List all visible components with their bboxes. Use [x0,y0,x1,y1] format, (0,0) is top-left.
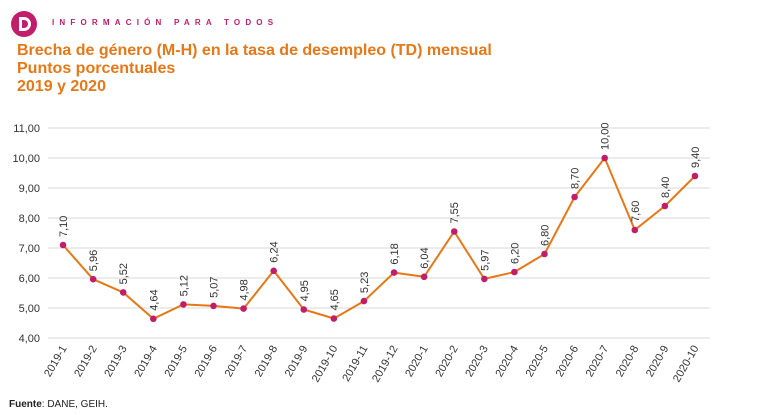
data-point [330,315,338,322]
x-tick-label: 2020-5 [524,344,552,380]
data-point [150,315,157,323]
data-point [119,289,127,296]
data-label: 7,55 [449,202,461,223]
source-note: Fuente: DANE, GEIH. [9,399,108,410]
data-label: 10,00 [600,122,612,150]
y-tick-label: 5,00 [19,303,40,315]
y-tick-label: 9,00 [19,183,40,195]
data-label: 5,97 [479,249,491,270]
data-point [511,268,518,276]
x-tick-label: 2020-10 [671,344,702,385]
data-point [450,228,458,235]
x-tick-label: 2019-8 [253,344,281,380]
data-label: 6,24 [269,241,281,262]
y-tick-label: 8,00 [19,213,40,225]
x-tick-label: 2020-4 [493,344,521,380]
x-tick-label: 2019-7 [223,344,251,380]
data-point [420,273,428,281]
data-label: 5,12 [178,275,190,296]
data-label: 8,70 [570,168,582,189]
y-tick-label: 4,00 [19,333,40,345]
data-point [541,250,548,258]
data-label: 5,52 [118,263,130,284]
data-point [481,275,488,283]
chart-title-line-1: Brecha de género (M-H) en la tasa de des… [17,42,492,59]
x-tick-label: 2020-2 [433,344,461,380]
x-tick-label: 2019-9 [283,344,311,380]
data-label: 6,80 [540,225,552,246]
data-label: 9,40 [690,147,702,168]
x-tick-label: 2019-1 [42,344,70,380]
x-tick-label: 2019-4 [132,344,160,380]
data-label: 6,20 [509,243,521,264]
y-tick-label: 6,00 [19,273,40,285]
series-line [62,157,696,320]
data-point [691,172,699,180]
data-point [270,267,277,275]
data-label: 4,95 [299,280,311,301]
data-point [601,154,608,162]
x-tick-label: 2019-11 [340,344,370,384]
dane-logo-icon [11,11,37,37]
x-tick-label: 2019-3 [102,344,130,380]
source-label: Fuente [9,399,42,410]
y-tick-label: 11,00 [13,123,40,135]
data-point [661,202,669,210]
x-tick-label: 2020-9 [644,344,672,380]
data-point [390,269,398,276]
data-point [210,302,217,310]
data-point [360,297,368,305]
data-label: 8,40 [660,177,672,198]
data-label: 4,98 [239,279,251,300]
y-tick-label: 10,00 [12,153,40,165]
x-tick-label: 2020-6 [554,344,582,380]
x-tick-label: 2020-1 [403,344,431,380]
data-label: 6,04 [419,247,431,268]
tagline: INFORMACIÓN PARA TODOS [52,18,279,27]
data-point [571,193,578,201]
data-label: 5,23 [359,272,371,293]
data-point [240,305,247,312]
x-tick-label: 2020-8 [614,344,642,380]
data-point [59,241,67,249]
x-tick-label: 2019-12 [370,344,401,385]
chart-title-line-3: 2019 y 2020 [17,78,106,95]
data-label: 7,60 [630,201,642,222]
data-label: 4,64 [148,289,160,310]
data-label: 6,18 [389,243,401,264]
data-label: 4,65 [329,289,341,310]
x-tick-label: 2019-5 [162,344,190,380]
chart-title-line-2: Puntos porcentuales [17,60,176,77]
data-point [631,226,639,234]
chart-title: Brecha de género (M-H) en la tasa de des… [17,42,492,96]
source-text: : DANE, GEIH. [41,399,108,410]
x-tick-label: 2019-10 [310,344,341,385]
data-point [300,306,308,313]
x-tick-label: 2020-3 [463,344,491,380]
data-label: 5,96 [88,250,100,271]
data-label: 7,10 [58,216,70,237]
data-point [180,301,187,308]
x-tick-label: 2019-2 [72,344,100,380]
data-label: 5,07 [209,276,221,297]
y-tick-label: 7,00 [19,243,40,255]
x-tick-label: 2020-7 [584,344,612,380]
x-tick-label: 2019-6 [193,344,221,380]
data-point [89,275,97,283]
